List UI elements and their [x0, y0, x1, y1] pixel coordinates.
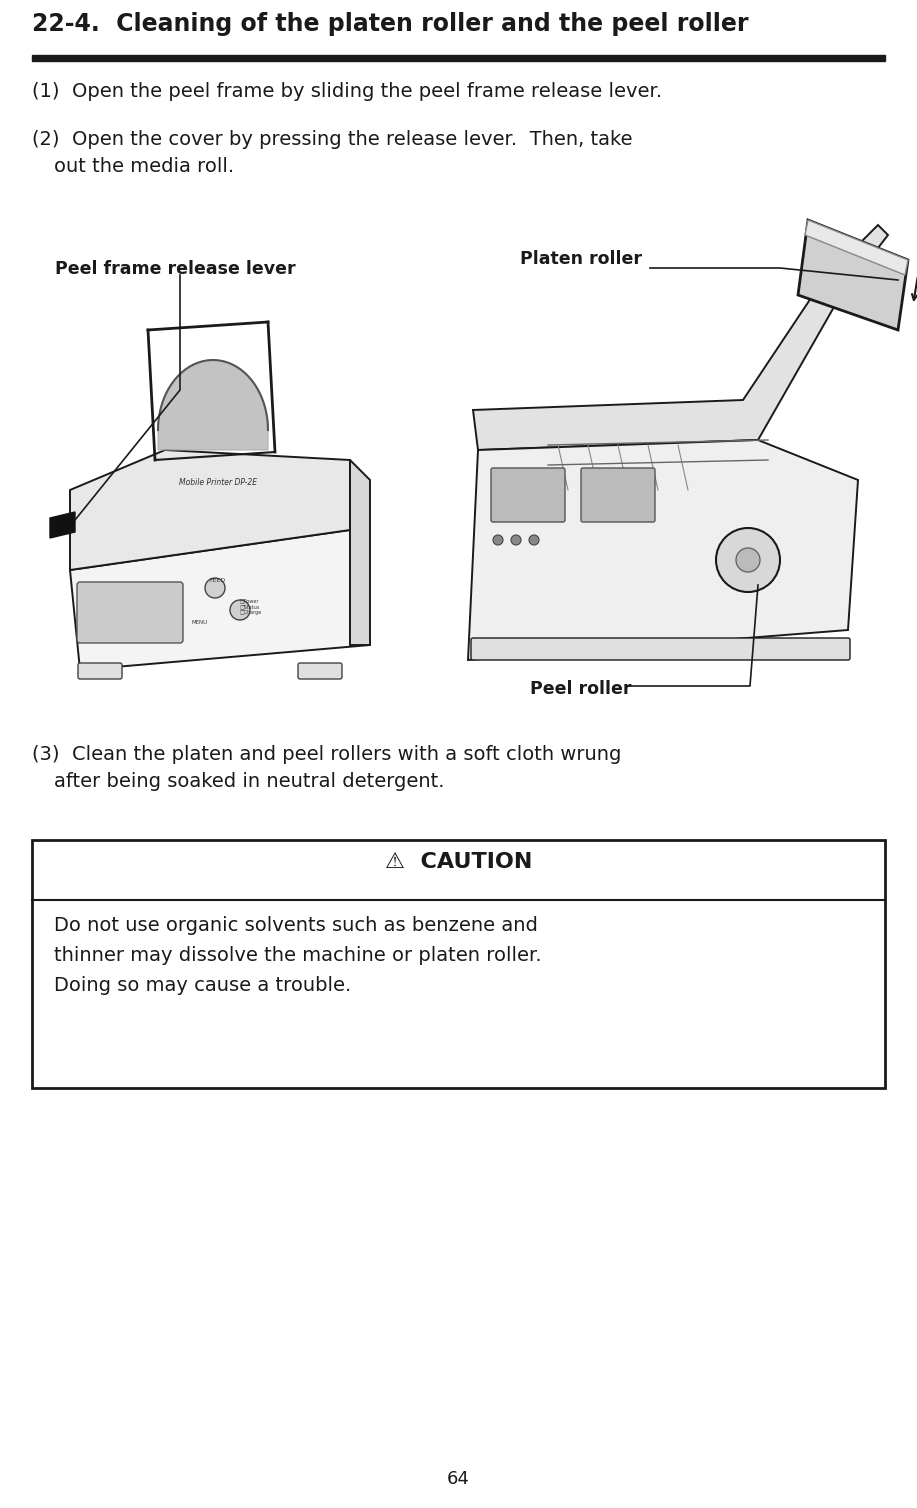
Polygon shape	[473, 225, 888, 449]
Circle shape	[205, 578, 225, 599]
Text: Mobile Printer DP-2E: Mobile Printer DP-2E	[179, 478, 257, 487]
Text: out the media roll.: out the media roll.	[54, 157, 234, 176]
Polygon shape	[798, 220, 908, 330]
FancyBboxPatch shape	[471, 638, 850, 661]
Text: 22-4.  Cleaning of the platen roller and the peel roller: 22-4. Cleaning of the platen roller and …	[32, 12, 748, 36]
FancyBboxPatch shape	[77, 582, 183, 642]
Text: 64: 64	[447, 1470, 470, 1488]
FancyBboxPatch shape	[78, 664, 122, 679]
FancyBboxPatch shape	[581, 467, 655, 522]
Text: (3)  Clean the platen and peel rollers with a soft cloth wrung: (3) Clean the platen and peel rollers wi…	[32, 745, 622, 765]
Bar	[32, 54, 885, 60]
Text: Doing so may cause a trouble.: Doing so may cause a trouble.	[54, 976, 351, 995]
Polygon shape	[805, 220, 908, 274]
Polygon shape	[158, 360, 268, 449]
Polygon shape	[70, 449, 350, 570]
Text: ⚠  CAUTION: ⚠ CAUTION	[385, 852, 532, 872]
Text: □Power
□Status
□Charge: □Power □Status □Charge	[240, 599, 262, 615]
Text: Peel frame release lever: Peel frame release lever	[55, 259, 295, 277]
Text: after being soaked in neutral detergent.: after being soaked in neutral detergent.	[54, 772, 445, 792]
Circle shape	[493, 535, 503, 544]
Text: Peel roller: Peel roller	[530, 680, 632, 698]
FancyBboxPatch shape	[491, 467, 565, 522]
Text: (2)  Open the cover by pressing the release lever.  Then, take: (2) Open the cover by pressing the relea…	[32, 130, 633, 149]
Circle shape	[529, 535, 539, 544]
Text: Platen roller: Platen roller	[520, 250, 642, 268]
Text: thinner may dissolve the machine or platen roller.: thinner may dissolve the machine or plat…	[54, 946, 542, 965]
FancyBboxPatch shape	[298, 664, 342, 679]
Text: MENU: MENU	[192, 620, 208, 624]
Circle shape	[716, 528, 780, 593]
Bar	[32, 840, 885, 1087]
Circle shape	[230, 600, 250, 620]
Circle shape	[736, 547, 760, 572]
Circle shape	[511, 535, 521, 544]
Polygon shape	[50, 513, 75, 538]
Text: FEED: FEED	[209, 578, 226, 584]
Text: (1)  Open the peel frame by sliding the peel frame release lever.: (1) Open the peel frame by sliding the p…	[32, 81, 662, 101]
Polygon shape	[350, 460, 370, 645]
Polygon shape	[468, 440, 858, 661]
Polygon shape	[70, 529, 370, 670]
Text: Do not use organic solvents such as benzene and: Do not use organic solvents such as benz…	[54, 915, 538, 935]
